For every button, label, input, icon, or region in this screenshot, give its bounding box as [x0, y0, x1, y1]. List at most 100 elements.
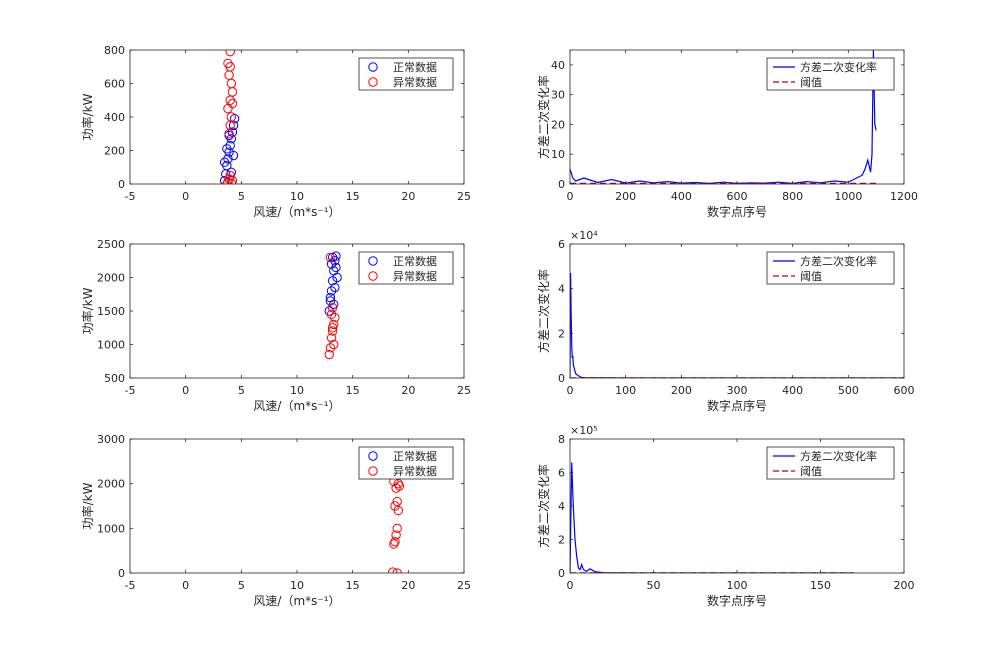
x-tick-label: 300 — [727, 384, 748, 397]
abnormal-point — [394, 481, 405, 491]
x-tick-label: 200 — [671, 384, 692, 397]
abnormal-point — [327, 326, 338, 336]
y-tick-label: 0 — [558, 178, 565, 191]
y-tick-label: 8 — [558, 433, 565, 446]
legend-threshold-label: 阈值 — [800, 269, 822, 283]
x-axis-label: 数字点序号 — [707, 593, 767, 608]
data-layer — [324, 251, 342, 360]
abnormal-point — [225, 50, 235, 57]
abnormal-point — [227, 175, 238, 184]
abnormal-point — [226, 78, 237, 89]
abnormal-point — [389, 539, 399, 549]
x-tick-label: 200 — [615, 190, 636, 203]
y-tick-label: 2500 — [97, 238, 125, 251]
abnormal-point — [326, 333, 337, 343]
normal-point — [219, 157, 230, 167]
y-tick-label: 400 — [104, 111, 125, 124]
x-tick-label: 0 — [182, 384, 189, 397]
y-tick-label: 0 — [558, 372, 565, 385]
normal-point — [326, 286, 337, 296]
legend-abnormal-marker — [368, 77, 378, 87]
x-tick-label: 10 — [290, 190, 304, 203]
x-tick-label: 20 — [401, 384, 415, 397]
legend-normal-marker — [368, 62, 378, 72]
x-tick-label: 600 — [894, 384, 915, 397]
normal-point — [332, 272, 342, 283]
y-tick-label: 500 — [104, 372, 125, 385]
abnormal-point — [392, 496, 402, 507]
x-tick-label: 0 — [567, 190, 574, 203]
normal-point — [330, 282, 340, 293]
y-tick-label: 2 — [558, 327, 565, 340]
y-tick-label: 10 — [551, 148, 565, 161]
x-tick-label: 5 — [238, 190, 245, 203]
x-tick-label: 25 — [457, 579, 471, 592]
panel-3: -5 0 5 10 15 20 25 500 1000 1500 2000 2500 风速/（m*s⁻¹… — [80, 238, 471, 413]
y-exponent-label: ×10⁵ — [570, 424, 598, 437]
x-tick-label: 800 — [782, 190, 803, 203]
legend-normal-label: 正常数据 — [393, 254, 437, 268]
abnormal-point — [327, 323, 338, 333]
abnormal-point — [390, 537, 400, 547]
legend-normal-marker — [368, 256, 378, 266]
y-tick-label: 2000 — [97, 272, 125, 285]
normal-point — [222, 144, 232, 154]
panel-5: -5 0 5 10 15 20 250100020003000风速/（m*s⁻¹）功率/kW… — [80, 433, 471, 608]
x-tick-label: 50 — [647, 579, 661, 592]
x-axis-label: 风速/（m*s⁻¹） — [253, 594, 340, 608]
x-tick-label: 5 — [238, 384, 245, 397]
legend-box — [766, 446, 895, 480]
legend-rate-label: 方差二次变化率 — [800, 449, 877, 463]
legend-threshold-label: 阈值 — [800, 75, 822, 89]
x-tick-label: 400 — [782, 384, 803, 397]
y-axis-label: 功率/kW — [80, 287, 95, 334]
normal-point — [228, 150, 239, 161]
legend-normal-label: 正常数据 — [393, 449, 437, 463]
x-tick-label: 0 — [567, 384, 574, 397]
y-tick-label: 0 — [118, 178, 125, 191]
abnormal-point — [329, 339, 339, 350]
normal-point — [223, 154, 233, 164]
x-tick-label: 15 — [346, 190, 360, 203]
legend-rate-label: 方差二次变化率 — [800, 60, 877, 74]
y-tick-label: 20 — [551, 118, 565, 131]
y-tick-label: 200 — [104, 145, 125, 158]
y-tick-label: 3000 — [97, 433, 125, 446]
y-tick-label: 30 — [551, 89, 565, 102]
x-tick-label: 1200 — [890, 190, 918, 203]
x-tick-label: 200 — [894, 579, 915, 592]
x-tick-label: 10 — [290, 579, 304, 592]
abnormal-point — [325, 252, 336, 263]
data-layer — [219, 50, 240, 184]
x-tick-label: 100 — [727, 579, 748, 592]
y-exponent-label: ×10⁴ — [570, 229, 598, 242]
y-axis-label: 方差二次变化率 — [536, 464, 551, 548]
x-tick-label: 0 — [182, 579, 189, 592]
x-tick-label: 25 — [457, 190, 471, 203]
x-tick-label: 10 — [290, 384, 304, 397]
y-tick-label: 4 — [558, 283, 565, 296]
abnormal-point — [391, 530, 401, 540]
legend-abnormal-label: 异常数据 — [393, 75, 437, 89]
abnormal-point — [327, 302, 338, 313]
abnormal-point — [225, 170, 235, 181]
normal-point — [325, 296, 336, 306]
y-axis-label: 功率/kW — [80, 482, 95, 529]
normal-point — [228, 120, 239, 131]
normal-point — [327, 252, 338, 263]
x-tick-label: -5 — [125, 384, 136, 397]
rate-line — [570, 272, 904, 378]
x-axis-label: 数字点序号 — [707, 398, 767, 413]
x-tick-label: 15 — [346, 579, 360, 592]
x-axis-label: 数字点序号 — [707, 204, 767, 219]
abnormal-point — [392, 523, 402, 534]
legend-abnormal-marker — [368, 466, 378, 476]
x-tick-label: 1000 — [834, 190, 862, 203]
abnormal-point — [325, 343, 336, 353]
y-tick-label: 0 — [558, 567, 565, 580]
abnormal-point — [226, 112, 237, 122]
y-tick-label: 600 — [104, 78, 125, 91]
abnormal-point — [326, 309, 337, 320]
abnormal-point — [393, 478, 404, 489]
